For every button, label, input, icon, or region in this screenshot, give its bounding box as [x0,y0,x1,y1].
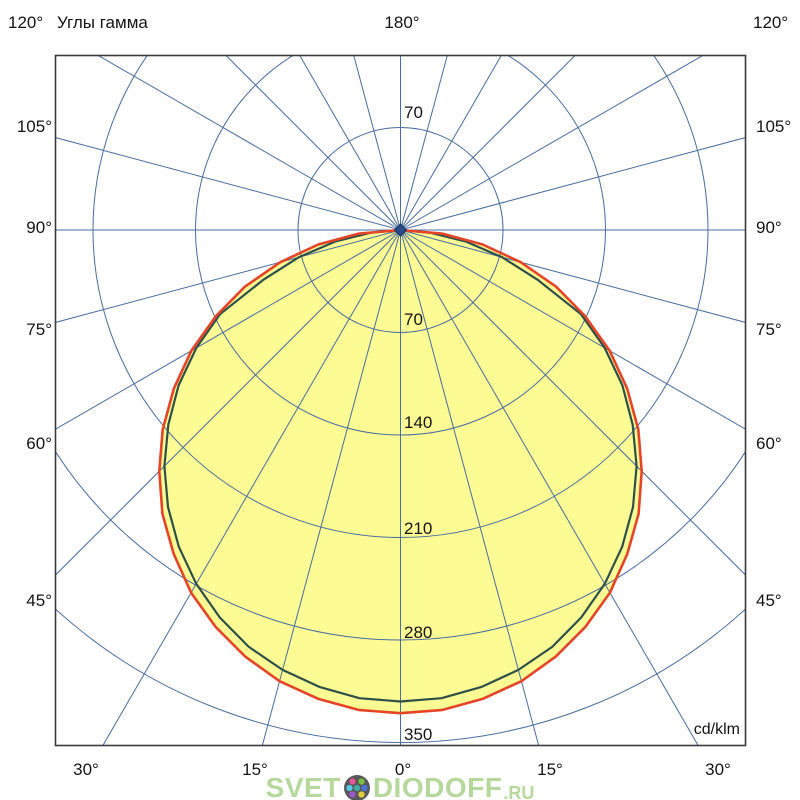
right-angle-label-90: 90° [756,218,782,237]
left-angle-label-105: 105° [16,117,52,136]
bottom-angle-label-0: 0° [394,760,412,779]
left-angle-label-45: 45° [26,591,52,610]
radial-label-70-upper: 70 [404,103,423,122]
right-angle-label-105: 105° [756,117,792,136]
left-angle-label-90: 90° [26,218,52,237]
left-angle-label-75: 75° [26,320,52,339]
chart-title: Углы гамма [57,13,148,32]
left-angle-label-60: 60° [26,434,52,453]
radial-label-350: 350 [404,725,433,744]
unit-label: cd/klm [693,721,740,738]
radial-label-70: 70 [404,310,423,329]
bottom-angle-label-30-left: 30° [73,760,99,779]
right-angle-label-45: 45° [756,591,782,610]
radial-label-140: 140 [404,413,433,432]
bottom-angle-label-30-right: 30° [705,760,731,779]
angle-label-180: 180° [384,13,420,32]
corner-angle-label-top-left: 120° [8,13,44,32]
right-angle-label-60: 60° [756,434,782,453]
corner-angle-label-top-right: 120° [753,13,789,32]
right-angle-label-75: 75° [756,320,782,339]
radial-label-280: 280 [404,623,433,642]
bottom-angle-label-15-left: 15° [242,760,268,779]
bottom-angle-label-15-right: 15° [537,760,563,779]
radial-label-210: 210 [404,519,433,538]
